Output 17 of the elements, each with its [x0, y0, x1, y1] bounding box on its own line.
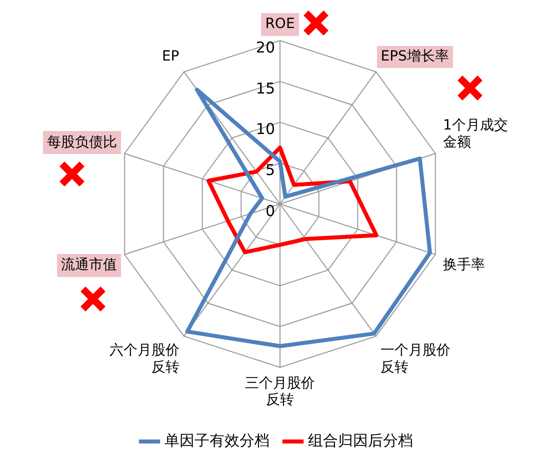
spoke-label: 换手率	[443, 257, 486, 274]
spoke-label: EPS增长率	[380, 48, 449, 65]
spoke-label: 每股负债比	[46, 134, 117, 150]
y-tick-label: 10	[256, 120, 275, 138]
legend-label: 组合归因后分档	[308, 431, 413, 450]
spoke-label: 六个月股价反转	[109, 342, 180, 376]
spoke-label: 流通市值	[60, 257, 117, 274]
spoke-label: 三个月股价反转	[245, 375, 315, 408]
spoke-label: ROE	[265, 16, 295, 32]
spoke-label: 1个月成交金额	[443, 117, 508, 150]
y-tick-label: 0	[265, 202, 275, 220]
spoke-label: 一个月股价反转	[380, 342, 451, 376]
spoke-label: EP	[162, 48, 180, 65]
y-tick-label: 15	[256, 79, 275, 98]
y-tick-label: 5	[265, 161, 275, 180]
legend-label: 单因子有效分档	[164, 431, 270, 450]
y-tick-label: 20	[256, 38, 275, 56]
